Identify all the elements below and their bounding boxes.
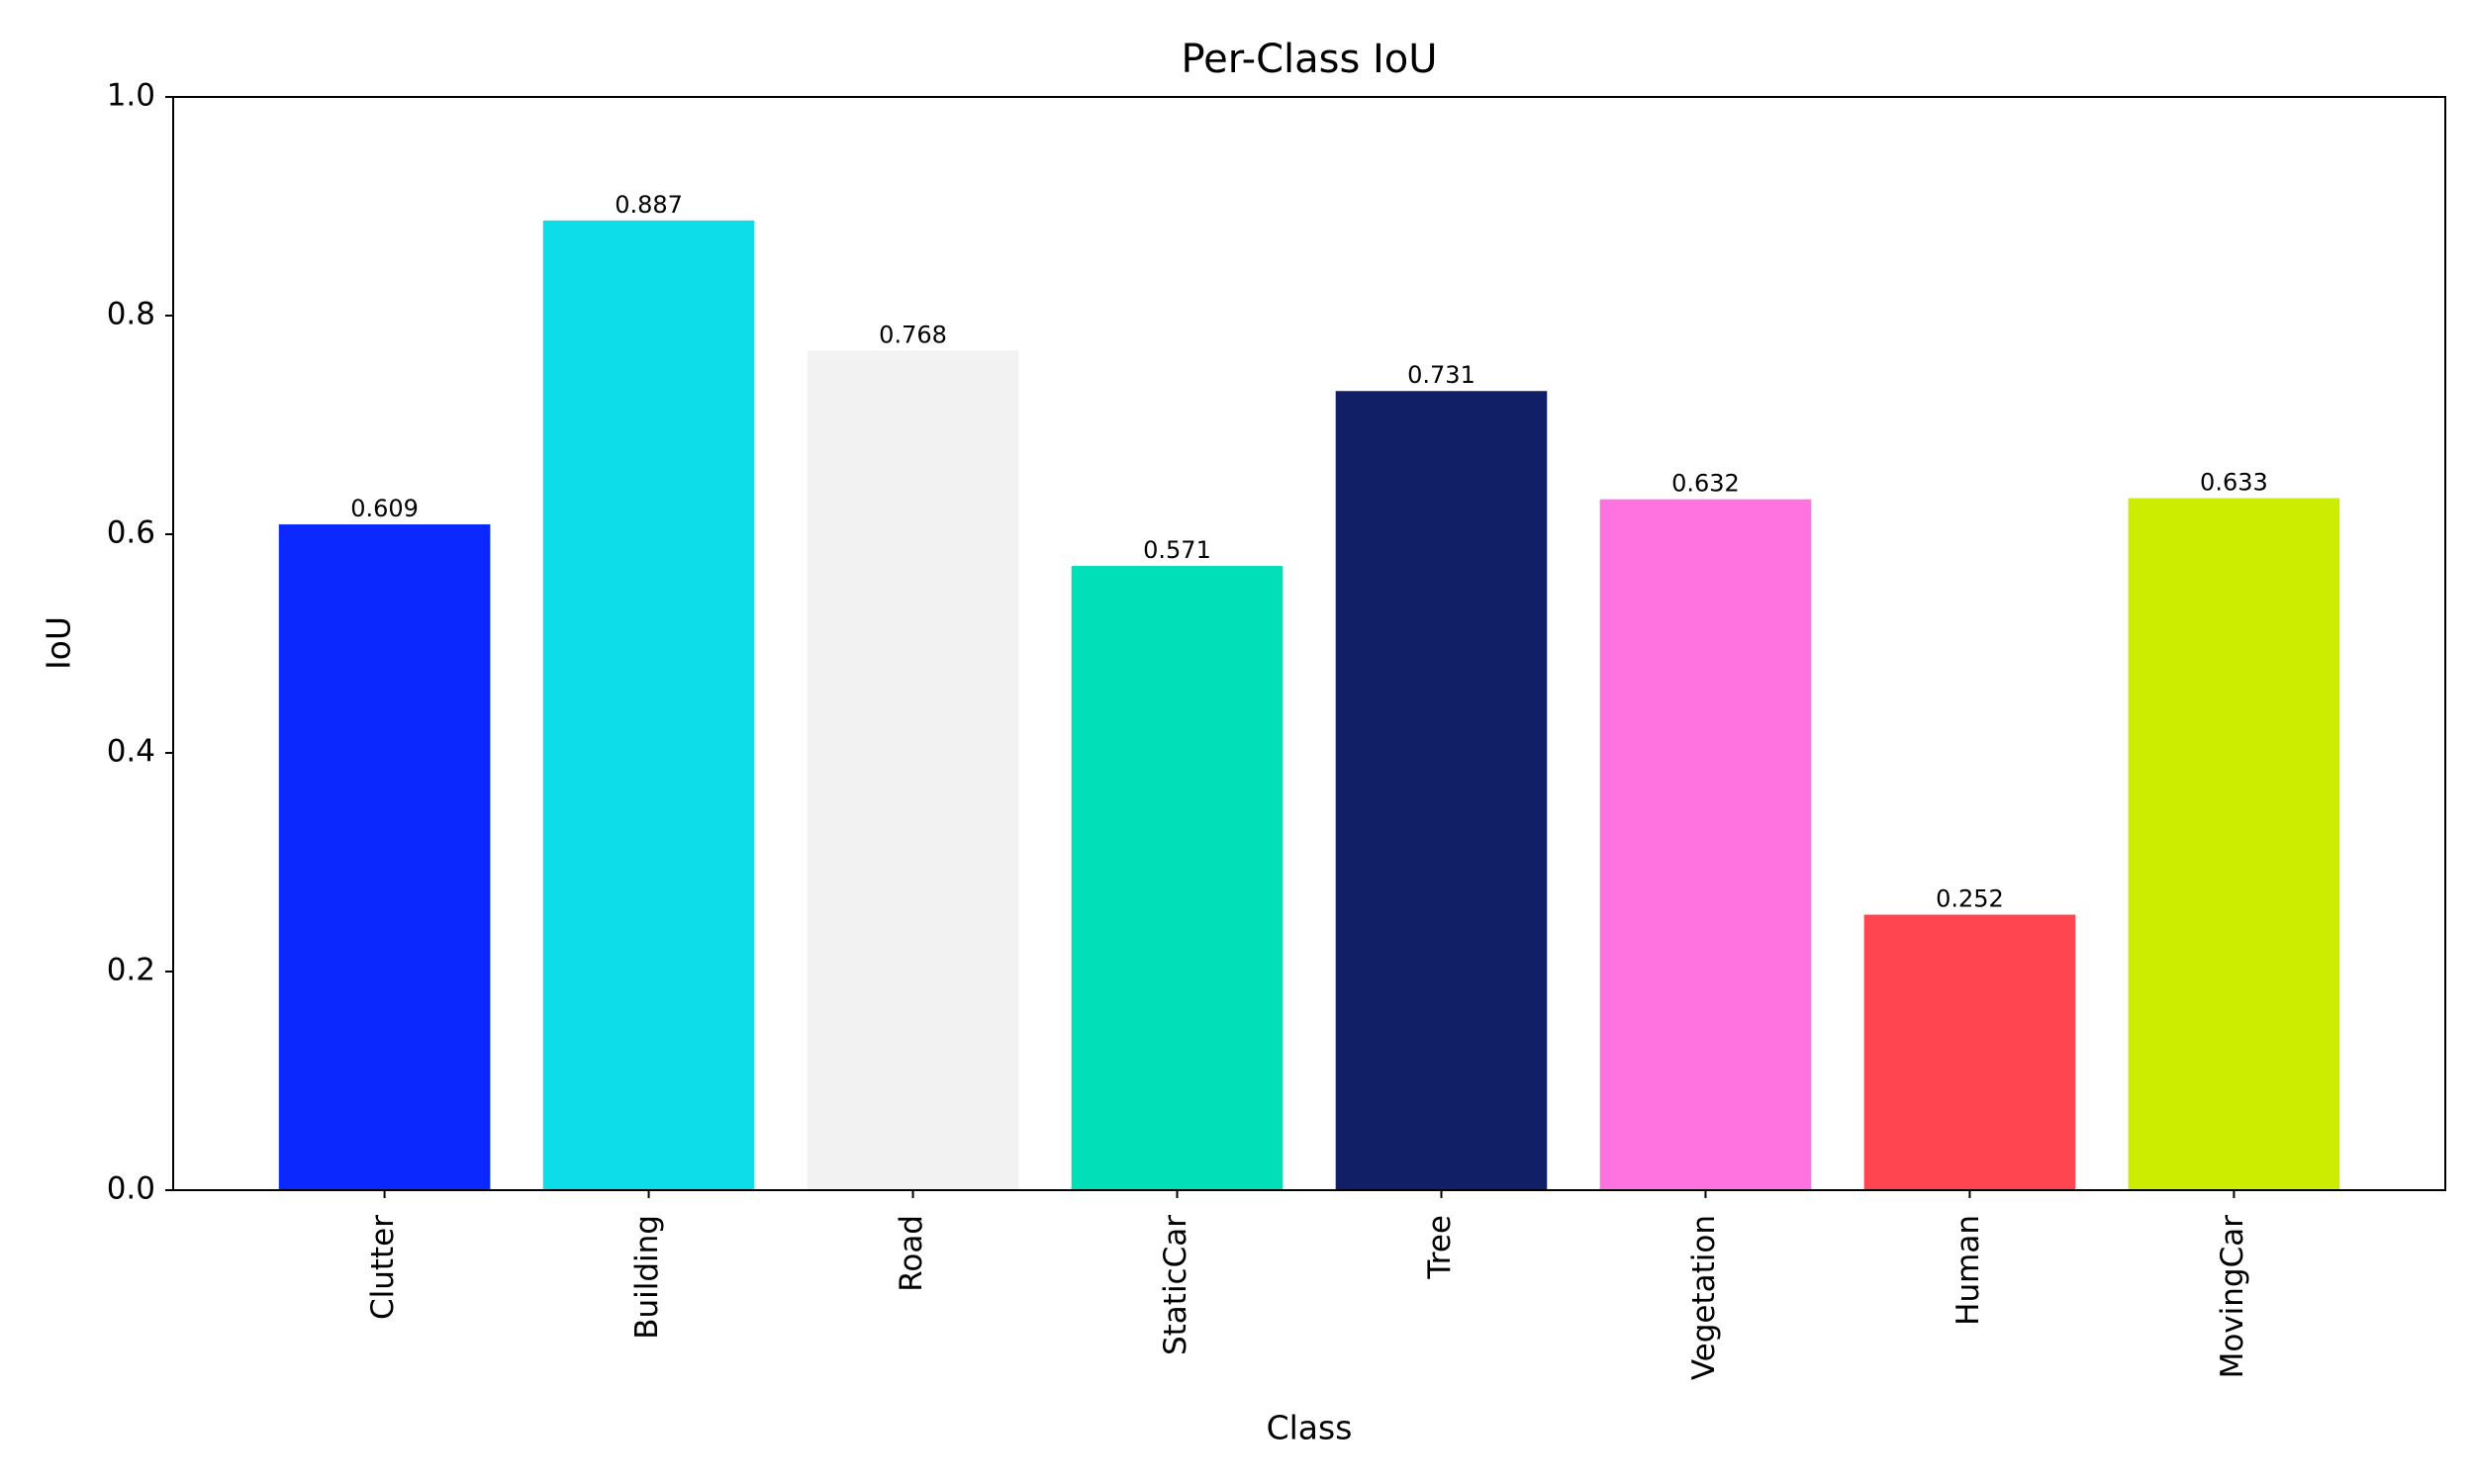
x-tick-label: StaticCar bbox=[1158, 1215, 1193, 1355]
bar bbox=[1599, 499, 1812, 1190]
value-label: 0.609 bbox=[350, 495, 419, 522]
value-label: 0.731 bbox=[1407, 361, 1475, 389]
y-tick-label: 0.2 bbox=[107, 953, 155, 988]
y-axis-label: IoU bbox=[40, 616, 78, 670]
bar bbox=[2128, 498, 2340, 1190]
value-label: 0.252 bbox=[1936, 885, 2004, 913]
y-tick-label: 0.0 bbox=[107, 1171, 155, 1207]
bar bbox=[542, 220, 755, 1191]
value-label: 0.633 bbox=[2200, 469, 2268, 497]
bar bbox=[807, 350, 1019, 1190]
value-label: 0.768 bbox=[879, 321, 947, 348]
value-label: 0.887 bbox=[615, 191, 683, 219]
x-tick-label: Tree bbox=[1422, 1215, 1458, 1280]
chart-title: Per-Class IoU bbox=[1181, 37, 1437, 82]
x-tick-label: MovingCar bbox=[2215, 1215, 2250, 1379]
value-label: 0.571 bbox=[1143, 536, 1211, 564]
y-tick-label: 0.8 bbox=[107, 297, 155, 332]
bar bbox=[278, 524, 491, 1190]
x-tick-label: Building bbox=[629, 1215, 665, 1340]
y-tick-label: 0.6 bbox=[107, 515, 155, 551]
bar bbox=[1335, 391, 1548, 1190]
x-axis-label: Class bbox=[1267, 1409, 1353, 1447]
x-tick-label: Clutter bbox=[365, 1215, 401, 1320]
x-tick-label: Human bbox=[1951, 1215, 1986, 1326]
y-tick-label: 1.0 bbox=[107, 78, 155, 114]
bar bbox=[1863, 914, 2076, 1190]
value-label: 0.632 bbox=[1671, 470, 1740, 498]
x-tick-label: Vegetation bbox=[1686, 1215, 1722, 1380]
x-tick-label: Road bbox=[894, 1215, 929, 1292]
plot-frame bbox=[172, 96, 2446, 1191]
y-tick-label: 0.4 bbox=[107, 734, 155, 770]
bar bbox=[1071, 566, 1284, 1190]
